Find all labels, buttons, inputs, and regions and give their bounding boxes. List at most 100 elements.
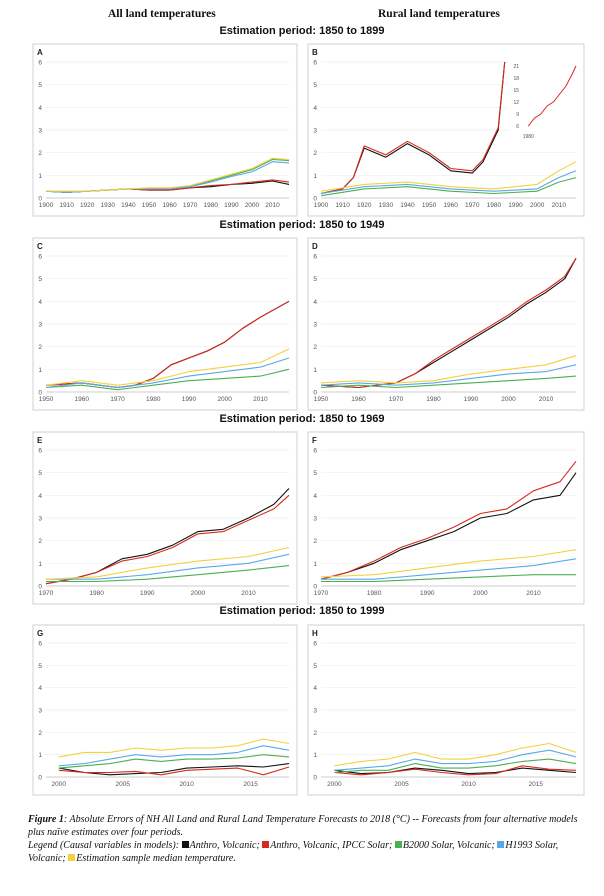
panel-label: F bbox=[312, 436, 317, 445]
x-tick-label: 2000 bbox=[245, 202, 260, 209]
x-tick-label: 1970 bbox=[465, 202, 480, 209]
caption-figure-label: Figure 1 bbox=[28, 814, 64, 825]
y-tick-label: 4 bbox=[313, 493, 317, 500]
series-line-green bbox=[321, 574, 576, 583]
y-tick-label: 2 bbox=[313, 344, 317, 351]
figure-caption: Figure 1: Absolute Errors of NH All Land… bbox=[28, 813, 594, 865]
inset-frame bbox=[508, 52, 578, 142]
y-tick-label: 4 bbox=[313, 105, 317, 112]
x-tick-label: 1970 bbox=[39, 590, 54, 597]
y-tick-label: 6 bbox=[38, 641, 42, 648]
series-line-blue bbox=[45, 357, 290, 389]
x-tick-label: 1950 bbox=[314, 396, 329, 403]
inset-y-tick-label: 6 bbox=[516, 124, 519, 130]
y-tick-label: 4 bbox=[38, 685, 42, 692]
x-tick-label: 1940 bbox=[400, 202, 415, 209]
panel-label: C bbox=[37, 242, 43, 251]
y-tick-label: 0 bbox=[313, 584, 317, 591]
series-line-green bbox=[320, 375, 577, 389]
y-tick-label: 0 bbox=[38, 196, 42, 203]
x-tick-label: 1990 bbox=[140, 590, 155, 597]
y-tick-label: 4 bbox=[38, 299, 42, 306]
series-line-green bbox=[46, 565, 290, 583]
y-tick-label: 2 bbox=[38, 538, 42, 545]
x-tick-label: 2010 bbox=[253, 396, 268, 403]
series-line-yellow bbox=[45, 546, 290, 580]
x-tick-label: 2010 bbox=[179, 781, 194, 788]
series-line-red bbox=[58, 766, 290, 776]
y-tick-label: 0 bbox=[38, 390, 42, 397]
y-tick-label: 6 bbox=[38, 448, 42, 455]
caption-legend-intro: Legend (Causal variables in models): bbox=[28, 840, 182, 851]
left-column-header: All land temperatures bbox=[108, 8, 216, 20]
legend-swatch bbox=[394, 841, 402, 848]
x-tick-label: 2000 bbox=[530, 202, 545, 209]
legend-label: H1993 Solar, Volcanic; bbox=[28, 840, 559, 864]
inset-y-tick-label: 15 bbox=[513, 88, 519, 94]
x-tick-label: 1970 bbox=[314, 590, 329, 597]
caption-text: : Absolute Errors of NH All Land and Rur… bbox=[28, 814, 578, 838]
series-line-blue bbox=[321, 558, 577, 580]
x-tick-label: 1950 bbox=[422, 202, 437, 209]
x-tick-label: 1960 bbox=[162, 202, 177, 209]
y-tick-label: 2 bbox=[313, 538, 317, 545]
inset-y-tick-label: 18 bbox=[513, 76, 519, 82]
y-tick-label: 3 bbox=[313, 128, 317, 135]
x-tick-label: 1980 bbox=[426, 396, 441, 403]
x-tick-label: 2015 bbox=[529, 781, 544, 788]
y-tick-label: 5 bbox=[313, 276, 317, 283]
y-tick-label: 1 bbox=[313, 561, 317, 568]
y-tick-label: 1 bbox=[38, 173, 42, 180]
panel-label: D bbox=[312, 242, 318, 251]
y-tick-label: 3 bbox=[313, 322, 317, 329]
x-tick-label: 1920 bbox=[80, 202, 95, 209]
panel-label: H bbox=[312, 629, 318, 638]
y-tick-label: 3 bbox=[38, 708, 42, 715]
inset-y-tick-label: 9 bbox=[516, 112, 519, 118]
x-tick-label: 1940 bbox=[121, 202, 136, 209]
series-line-black bbox=[320, 472, 577, 580]
series-line-yellow bbox=[46, 157, 290, 192]
series-line-yellow bbox=[320, 549, 577, 578]
caption-legend: Anthro, Volcanic; Anthro, Volcanic, IPCC… bbox=[28, 840, 558, 864]
x-tick-label: 1980 bbox=[204, 202, 219, 209]
series-line-black bbox=[58, 763, 290, 776]
x-tick-label: 2005 bbox=[116, 781, 131, 788]
y-tick-label: 0 bbox=[38, 584, 42, 591]
y-tick-label: 0 bbox=[313, 196, 317, 203]
y-tick-label: 2 bbox=[313, 150, 317, 157]
legend-label: Anthro, Volcanic, IPCC Solar; bbox=[270, 840, 395, 851]
y-tick-label: 4 bbox=[313, 299, 317, 306]
x-tick-label: 2015 bbox=[243, 781, 258, 788]
x-tick-label: 2000 bbox=[217, 396, 232, 403]
x-tick-label: 1990 bbox=[508, 202, 523, 209]
y-tick-label: 1 bbox=[38, 367, 42, 374]
x-tick-label: 1900 bbox=[39, 202, 54, 209]
y-tick-label: 6 bbox=[38, 254, 42, 261]
y-tick-label: 2 bbox=[313, 730, 317, 737]
y-tick-label: 1 bbox=[313, 173, 317, 180]
legend-label: Anthro, Volcanic; bbox=[189, 840, 263, 851]
x-tick-label: 2010 bbox=[526, 590, 541, 597]
legend-label: Estimation sample median temperature. bbox=[76, 853, 236, 864]
series-line-red bbox=[320, 460, 577, 580]
panel-label: G bbox=[37, 629, 43, 638]
legend-swatch bbox=[181, 841, 189, 848]
series-line-blue bbox=[58, 745, 290, 767]
y-tick-label: 1 bbox=[313, 367, 317, 374]
series-line-green bbox=[320, 177, 577, 197]
x-tick-label: 1990 bbox=[464, 396, 479, 403]
x-tick-label: 1990 bbox=[182, 396, 197, 403]
x-tick-label: 1950 bbox=[142, 202, 157, 209]
panel-label: E bbox=[37, 436, 43, 445]
y-tick-label: 2 bbox=[38, 730, 42, 737]
series-line-red bbox=[334, 765, 577, 776]
series-line-blue bbox=[320, 170, 577, 195]
y-tick-label: 1 bbox=[38, 752, 42, 759]
legend-label: B2000 Solar, Volcanic; bbox=[402, 840, 498, 851]
y-tick-label: 6 bbox=[313, 60, 317, 67]
y-tick-label: 0 bbox=[313, 390, 317, 397]
legend-swatch bbox=[497, 841, 505, 848]
x-tick-label: 1930 bbox=[379, 202, 394, 209]
